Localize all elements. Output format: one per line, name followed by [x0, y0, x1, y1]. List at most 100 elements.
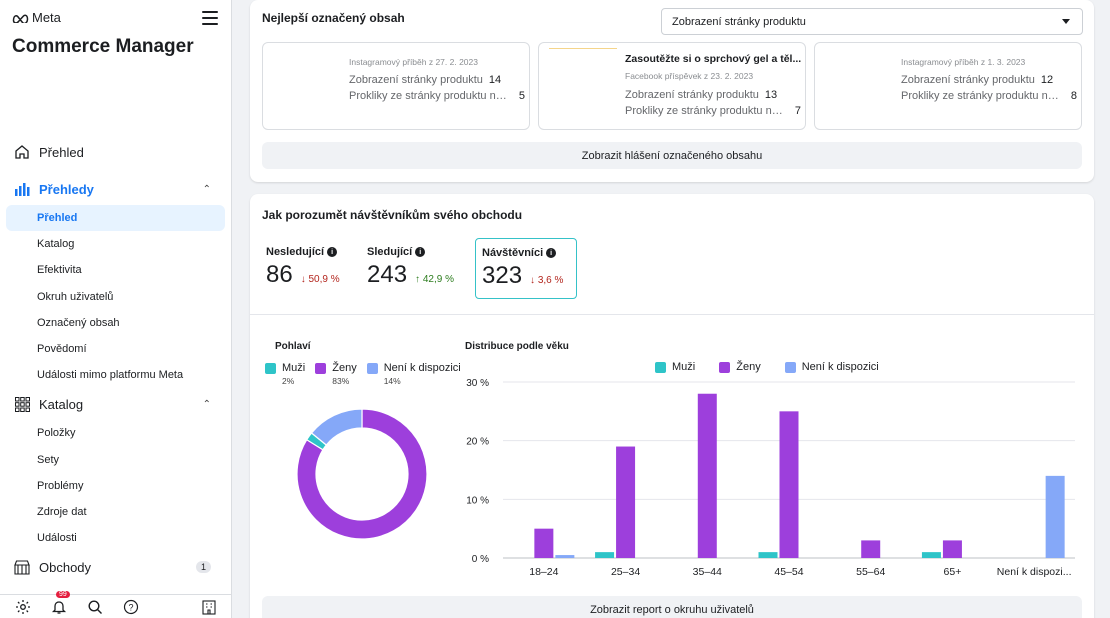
- sidebar-item-oznaceny-obsah[interactable]: Označený obsah: [37, 316, 120, 329]
- x-tick-label: 25–34: [611, 566, 640, 578]
- notification-count-badge: 99: [56, 590, 70, 598]
- metric-label: Prokliky ze stránky produktu na ...: [625, 105, 785, 117]
- bar-zeny[interactable]: [534, 528, 554, 558]
- tagged-report-button[interactable]: Zobrazit hlášení označeného obsahu: [262, 142, 1082, 169]
- post-title: Zasoutěžte si o sprchový gel a těl...: [625, 53, 802, 65]
- sidebar-item-prehled[interactable]: Přehled: [6, 205, 225, 232]
- sidebar-item-okruh-uzivatelu[interactable]: Okruh uživatelů: [37, 290, 114, 303]
- legend-entry-zeny[interactable]: Ženy 83%: [315, 362, 357, 386]
- sidebar-nav: Přehled Přehledy ⌃ Přehled Katalog Efekt…: [0, 136, 231, 583]
- slice-nd[interactable]: [310, 408, 363, 446]
- bar-nd[interactable]: [1045, 475, 1065, 558]
- legend-entry-nd[interactable]: Není k dispozici 14%: [366, 362, 461, 386]
- metric-label: Prokliky ze stránky produktu na ...: [349, 90, 509, 102]
- age-chart-title: Distribuce podle věku: [465, 341, 569, 352]
- info-icon[interactable]: i: [415, 247, 426, 257]
- x-tick-label: 45–54: [774, 566, 803, 578]
- legend-swatch: [366, 363, 378, 374]
- menu-toggle-icon[interactable]: [202, 11, 218, 25]
- legend-label: Ženy: [332, 362, 357, 374]
- legend-entry-muzi[interactable]: Muži 2%: [265, 362, 305, 386]
- bar-muzi[interactable]: [758, 552, 778, 558]
- settings-gear-icon[interactable]: [14, 598, 32, 616]
- legend-label: Není k dispozici: [383, 362, 461, 374]
- info-icon[interactable]: i: [327, 247, 338, 257]
- chevron-up-icon[interactable]: ⌃: [202, 398, 211, 410]
- sidebar-item-problemy[interactable]: Problémy: [37, 479, 84, 492]
- app-title: Commerce Manager: [12, 36, 194, 57]
- gender-donut-chart: [296, 408, 428, 540]
- sidebar-item-zdroje-dat[interactable]: Zdroje dat: [37, 505, 87, 518]
- metric-dropdown[interactable]: Zobrazení stránky produktu: [661, 8, 1083, 35]
- stat-navstevnici[interactable]: Návštěvníci i 323 ↓ 3,6 %: [475, 238, 577, 299]
- bar-zeny[interactable]: [616, 446, 636, 558]
- gender-legend: Muži 2% Ženy 83% Není k dispozici 14%: [265, 362, 461, 386]
- y-tick-label: 30 %: [466, 378, 489, 389]
- bar-zeny[interactable]: [697, 393, 717, 558]
- nav-section-obchody[interactable]: Obchody 1: [0, 551, 231, 583]
- business-building-icon[interactable]: [200, 598, 218, 616]
- stat-change: ↓ 50,9 %: [300, 274, 340, 285]
- sidebar: Meta Commerce Manager Přehled Přehledy ⌃…: [0, 0, 232, 618]
- post-metric-clicks: Prokliky ze stránky produktu na ... 8: [901, 90, 1077, 102]
- bar-muzi[interactable]: [921, 552, 941, 558]
- meta-logo-icon: [12, 14, 29, 23]
- bar-zeny[interactable]: [779, 411, 799, 558]
- sidebar-item-udalosti-mimo-platformu[interactable]: Události mimo platformu Meta: [37, 369, 184, 382]
- post-metric-views: Zobrazení stránky produktu 12: [901, 74, 1077, 86]
- legend-entry-muzi[interactable]: Muži: [655, 361, 695, 373]
- legend-percent: 2%: [282, 376, 295, 386]
- stat-label: Nesledující: [266, 246, 325, 258]
- legend-label: Muži: [282, 362, 306, 374]
- help-icon[interactable]: ?: [122, 598, 140, 616]
- x-tick-label: 55–64: [856, 566, 885, 578]
- slice-zeny[interactable]: [296, 408, 428, 540]
- metric-value: 8: [1070, 90, 1077, 102]
- x-tick-label: 35–44: [693, 566, 722, 578]
- legend-percent: 83%: [332, 376, 350, 386]
- audience-report-button[interactable]: Zobrazit report o okruhu uživatelů: [262, 596, 1082, 618]
- legend-swatch: [315, 363, 327, 374]
- bar-nd[interactable]: [555, 555, 575, 558]
- age-bar-chart: 0 % 10 % 20 % 30 % 18–24 25–34 35–44 45–54 55–64…: [466, 378, 1075, 578]
- age-legend: Muži Ženy Není k dispozici: [655, 361, 879, 373]
- nav-section-prehled[interactable]: Přehled: [0, 136, 231, 168]
- bar-zeny[interactable]: [861, 540, 881, 558]
- sidebar-item-polozky[interactable]: Položky: [37, 427, 76, 440]
- tagged-post-card[interactable]: Instagramový příběh z 27. 2. 2023 Zobraz…: [262, 42, 530, 130]
- legend-entry-zeny[interactable]: Ženy: [719, 361, 761, 373]
- bar-zeny[interactable]: [942, 540, 962, 558]
- nav-section-katalog[interactable]: Katalog ⌃: [0, 388, 231, 420]
- grid-icon: [13, 395, 31, 413]
- nav-section-label: Přehledy: [39, 181, 94, 197]
- nav-section-prehledy[interactable]: Přehledy ⌃: [0, 173, 231, 205]
- sidebar-item-efektivita[interactable]: Efektivita: [37, 264, 82, 277]
- legend-label: Ženy: [736, 361, 761, 373]
- stat-sledujici: Sledující i 243 ↑ 42,9 %: [361, 238, 460, 299]
- legend-entry-nd[interactable]: Není k dispozici: [784, 361, 879, 373]
- tagged-post-card[interactable]: Zasoutěžte si o sprchový gel a těl... Fa…: [538, 42, 806, 130]
- y-tick-label: 0 %: [472, 554, 489, 565]
- search-icon[interactable]: [86, 598, 104, 616]
- info-icon[interactable]: i: [546, 248, 557, 258]
- legend-percent: 14%: [383, 376, 401, 386]
- stat-change: ↓ 3,6 %: [530, 275, 564, 286]
- sidebar-item-sety[interactable]: Sety: [37, 453, 60, 466]
- y-tick-label: 10 %: [466, 495, 489, 506]
- sidebar-item-povedomi[interactable]: Povědomí: [37, 343, 87, 356]
- visitors-title: Jak porozumět návštěvníkům svého obchodu: [262, 208, 523, 222]
- bar-muzi[interactable]: [595, 552, 615, 558]
- legend-label: Muži: [672, 361, 696, 373]
- legend-swatch: [784, 362, 796, 373]
- stat-change: ↑ 42,9 %: [415, 274, 454, 285]
- meta-brand[interactable]: Meta: [12, 10, 61, 25]
- sidebar-item-udalosti[interactable]: Události: [37, 532, 77, 545]
- chevron-up-icon[interactable]: ⌃: [202, 183, 211, 195]
- tagged-post-card[interactable]: Instagramový příběh z 1. 3. 2023 Zobraze…: [814, 42, 1082, 130]
- notifications-bell-icon[interactable]: 99: [50, 590, 70, 616]
- x-tick-label: Není k dispozi...: [997, 566, 1072, 578]
- sidebar-item-katalog[interactable]: Katalog: [37, 238, 75, 251]
- storefront-icon: [13, 558, 31, 576]
- post-metric-clicks: Prokliky ze stránky produktu na ... 7: [625, 105, 801, 117]
- stat-value: 323: [482, 262, 523, 289]
